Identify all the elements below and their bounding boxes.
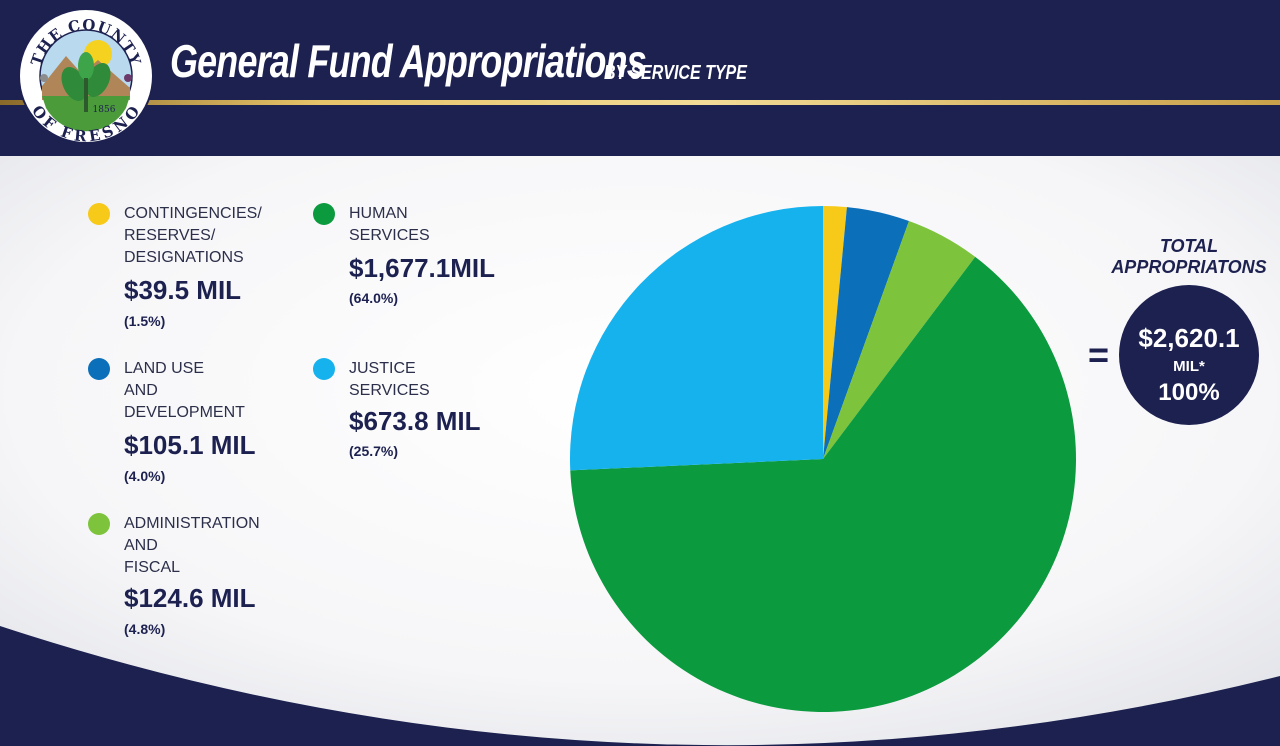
legend-dot-administration bbox=[88, 513, 110, 535]
legend-percent: (64.0%) bbox=[349, 290, 399, 306]
total-unit: MIL* bbox=[1173, 358, 1205, 375]
legend-percent: (25.7%) bbox=[349, 443, 399, 459]
legend-label: HUMAN SERVICES bbox=[349, 205, 430, 244]
legend-value: $1,677.1MIL bbox=[349, 253, 495, 283]
legend-percent: (4.0%) bbox=[124, 468, 166, 484]
legend-dot-justice-services bbox=[313, 358, 335, 380]
legend-label: LAND USE AND DEVELOPMENT bbox=[124, 360, 245, 421]
legend-percent: (4.8%) bbox=[124, 621, 166, 637]
legend-value: $39.5 MIL bbox=[124, 275, 242, 305]
legend-percent: (1.5%) bbox=[124, 313, 166, 329]
page-title: General Fund Appropriations bbox=[170, 35, 647, 87]
legend-dot-contingencies bbox=[88, 203, 110, 225]
legend-dot-human-services bbox=[313, 203, 335, 225]
total-percent: 100% bbox=[1158, 379, 1220, 406]
total-label: TOTAL APPROPRIATONS bbox=[1111, 236, 1267, 277]
legend-label: CONTINGENCIES/ RESERVES/ DESIGNATIONS bbox=[124, 205, 262, 266]
legend-value: $105.1 MIL bbox=[124, 430, 256, 460]
total-badge: $2,620.1 MIL* 100% bbox=[1119, 285, 1259, 425]
legend-label: ADMINISTRATION AND FISCAL bbox=[124, 515, 260, 576]
legend-value: $124.6 MIL bbox=[124, 583, 256, 613]
page-subtitle: BY SERVICE TYPE bbox=[604, 62, 747, 84]
seal-year: 1856 bbox=[93, 105, 116, 115]
equals-sign: = bbox=[1088, 334, 1110, 375]
legend-value: $673.8 MIL bbox=[349, 406, 481, 436]
gold-divider-line bbox=[0, 100, 1280, 105]
header-bar: THE COUNTY OF FRESNO 1856 General Fund A… bbox=[0, 0, 1280, 158]
total-amount: $2,620.1 bbox=[1138, 323, 1240, 353]
legend-dot-land-use bbox=[88, 358, 110, 380]
county-seal-logo: THE COUNTY OF FRESNO 1856 bbox=[18, 8, 154, 144]
legend-label: JUSTICE SERVICES bbox=[349, 360, 430, 399]
